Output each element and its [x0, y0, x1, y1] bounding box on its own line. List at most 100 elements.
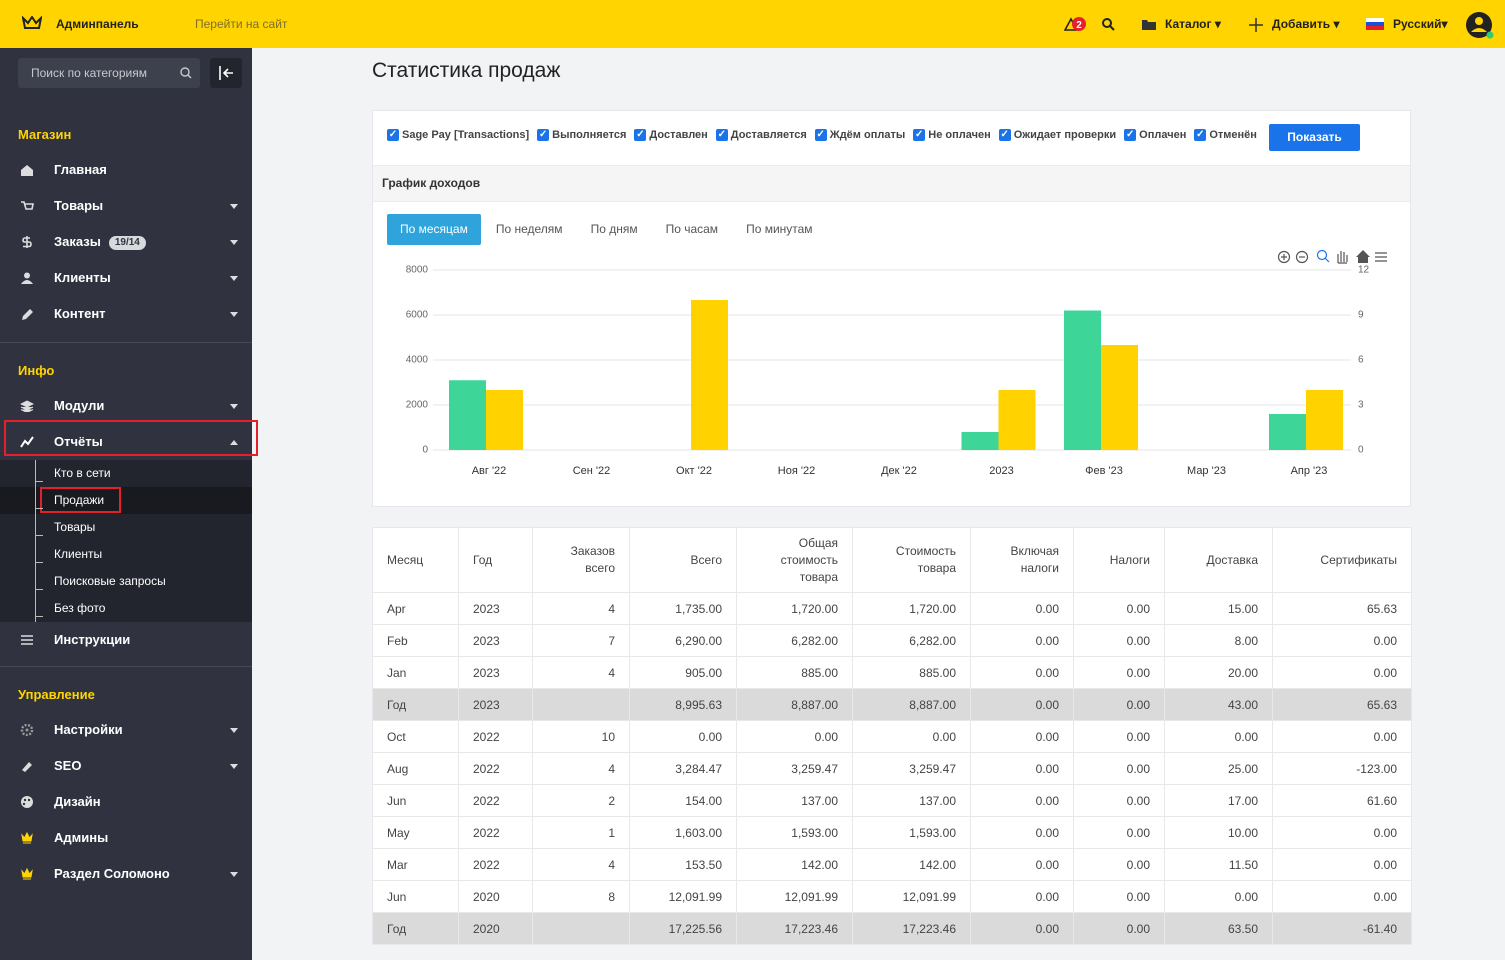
table-row: Год202017,225.5617,223.4617,223.460.000.… — [373, 913, 1412, 945]
menu-item[interactable]: Настройки — [0, 712, 252, 748]
selection-zoom[interactable] — [1318, 251, 1330, 263]
checkbox[interactable]: ✓ — [537, 129, 549, 141]
menu-item[interactable]: Админы — [0, 820, 252, 856]
collapse-button[interactable] — [210, 58, 242, 88]
submenu-item[interactable]: Без фото — [0, 595, 252, 622]
menu-item[interactable]: Раздел Соломоно — [0, 856, 252, 892]
table-cell: 0.00 — [737, 721, 853, 753]
table-cell: Oct — [373, 721, 459, 753]
menu-item[interactable]: Клиенты — [0, 260, 252, 296]
chart-menu[interactable] — [1375, 253, 1387, 261]
table-cell: 2023 — [459, 657, 533, 689]
status-filter[interactable]: ✓Доставляется — [716, 127, 807, 143]
status-filter[interactable]: ✓Оплачен — [1124, 127, 1186, 143]
menu-item[interactable]: Главная — [0, 152, 252, 188]
status-filter[interactable]: ✓Sage Pay [Transactions] — [387, 127, 529, 143]
alerts-icon[interactable]: 2 — [1064, 16, 1088, 32]
checkbox[interactable]: ✓ — [815, 129, 827, 141]
category-search[interactable]: Поиск по категориям — [18, 58, 200, 88]
submenu-item[interactable]: Клиенты — [0, 541, 252, 568]
checkbox[interactable]: ✓ — [913, 129, 925, 141]
table-cell: 1,720.00 — [853, 593, 971, 625]
menu-icon — [20, 308, 34, 320]
table-cell: 2023 — [459, 593, 533, 625]
table-cell: 1,603.00 — [630, 817, 737, 849]
table-row: Feb202376,290.006,282.006,282.000.000.00… — [373, 625, 1412, 657]
add-icon — [1249, 18, 1263, 32]
y2-tick-label: 0 — [1358, 445, 1364, 456]
table-cell: 43.00 — [1165, 689, 1273, 721]
status-filter[interactable]: ✓Выполняется — [537, 127, 626, 143]
table-cell: 137.00 — [737, 785, 853, 817]
table-cell: 63.50 — [1165, 913, 1273, 945]
y-tick-label: 4000 — [406, 355, 429, 366]
table-cell: 0.00 — [971, 657, 1074, 689]
table-cell: 0.00 — [1074, 593, 1165, 625]
status-filter[interactable]: ✓Ожидает проверки — [999, 127, 1116, 143]
table-cell: 10.00 — [1165, 817, 1273, 849]
bar — [1064, 311, 1101, 451]
status-filter[interactable]: ✓Доставлен — [634, 127, 707, 143]
menu-item[interactable]: Дизайн — [0, 784, 252, 820]
menu-item[interactable]: Отчёты — [0, 424, 252, 460]
table-cell: 0.00 — [971, 849, 1074, 881]
avatar[interactable] — [1465, 11, 1495, 41]
checkbox[interactable]: ✓ — [1124, 129, 1136, 141]
column-header: Заказов всего — [533, 528, 630, 593]
table-cell: 0.00 — [1273, 849, 1412, 881]
language-label: Русский — [1393, 17, 1442, 31]
column-header: Стоимость товара — [853, 528, 971, 593]
add-menu[interactable]: Добавить ▾ — [1272, 0, 1339, 48]
table-cell: May — [373, 817, 459, 849]
menu-item[interactable]: Заказы19/14 — [0, 224, 252, 260]
table-cell: 8,887.00 — [737, 689, 853, 721]
period-tab[interactable]: По минутам — [733, 214, 826, 245]
zoom-in[interactable] — [1279, 252, 1290, 263]
checkbox[interactable]: ✓ — [999, 129, 1011, 141]
language-menu[interactable]: Русский▾ — [1393, 0, 1448, 48]
checkbox[interactable]: ✓ — [634, 129, 646, 141]
table-cell: Год — [373, 689, 459, 721]
table-cell: 6,282.00 — [853, 625, 971, 657]
submenu-item[interactable]: Кто в сети — [0, 460, 252, 487]
table-cell: 12,091.99 — [853, 881, 971, 913]
reset-zoom[interactable] — [1356, 250, 1370, 263]
status-filter[interactable]: ✓Ждём оплаты — [815, 127, 906, 143]
menu-label: Клиенты — [54, 270, 111, 285]
period-tab[interactable]: По дням — [578, 214, 651, 245]
table-cell: 17,223.46 — [853, 913, 971, 945]
menu-item[interactable]: Инструкции — [0, 622, 252, 658]
submenu-label: Без фото — [54, 601, 105, 615]
pan[interactable] — [1338, 251, 1347, 263]
submenu-item[interactable]: Продажи — [0, 487, 252, 514]
status-filter[interactable]: ✓Отменён — [1194, 127, 1257, 143]
status-filter[interactable]: ✓Не оплачен — [913, 127, 990, 143]
submenu-item[interactable]: Поисковые запросы — [0, 568, 252, 595]
period-tab[interactable]: По месяцам — [387, 214, 481, 245]
submenu-item[interactable]: Товары — [0, 514, 252, 541]
menu-item[interactable]: Контент — [0, 296, 252, 332]
table-cell: Mar — [373, 849, 459, 881]
table-cell: 2022 — [459, 849, 533, 881]
table-cell: 154.00 — [630, 785, 737, 817]
table-cell: 0.00 — [971, 785, 1074, 817]
search-icon[interactable] — [1102, 18, 1115, 31]
site-link[interactable]: Перейти на сайт — [195, 0, 287, 48]
checkbox[interactable]: ✓ — [1194, 129, 1206, 141]
period-tab[interactable]: По неделям — [483, 214, 576, 245]
menu-item[interactable]: Товары — [0, 188, 252, 224]
menu-section: МагазинГлавнаяТоварыЗаказы19/14КлиентыКо… — [0, 107, 252, 342]
period-tab[interactable]: По часам — [653, 214, 731, 245]
column-header: Сертификаты — [1273, 528, 1412, 593]
menu-item[interactable]: SEO — [0, 748, 252, 784]
table-row: Jan20234905.00885.00885.000.000.0020.000… — [373, 657, 1412, 689]
catalog-menu[interactable]: Каталог ▾ — [1165, 0, 1221, 48]
zoom-out[interactable] — [1297, 252, 1308, 263]
menu-item[interactable]: Модули — [0, 388, 252, 424]
menu-caret — [230, 872, 238, 877]
checkbox[interactable]: ✓ — [716, 129, 728, 141]
show-button[interactable]: Показать — [1269, 124, 1360, 151]
status-filters: ✓Sage Pay [Transactions] ✓Выполняется ✓Дос… — [387, 127, 1265, 143]
checkbox[interactable]: ✓ — [387, 129, 399, 141]
